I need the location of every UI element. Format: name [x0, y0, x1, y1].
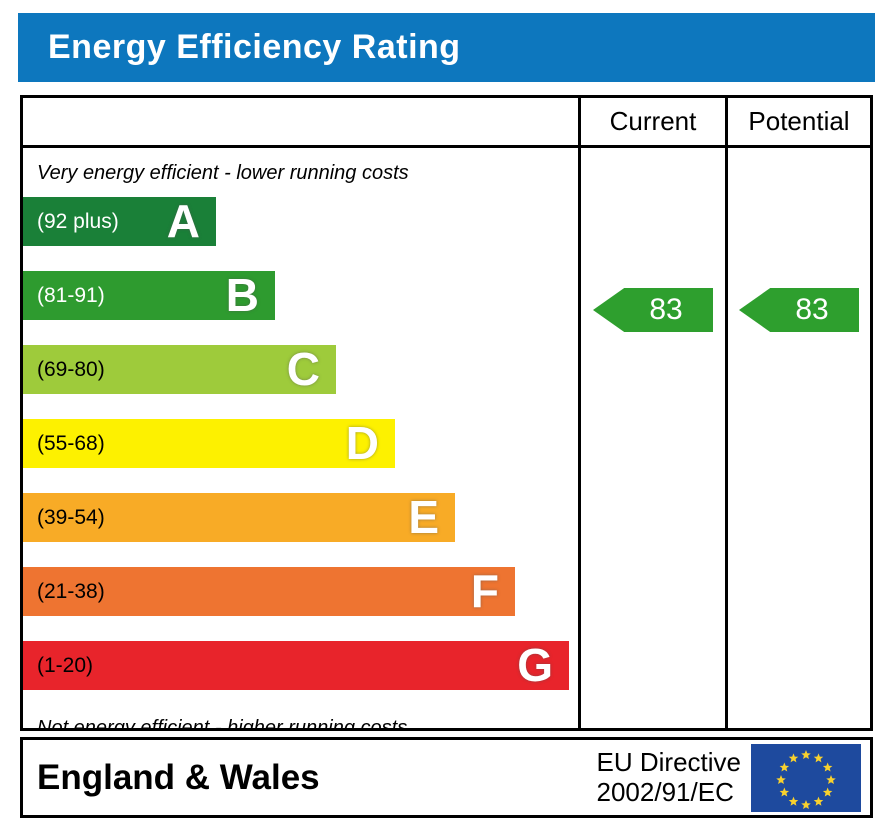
epc-chart: Current Potential Very energy efficient … — [20, 95, 873, 731]
eu-flag-icon — [751, 743, 861, 812]
bottom-note: Not energy efficient - higher running co… — [37, 717, 408, 728]
band-d: (55-68) D — [23, 419, 395, 468]
band-d-range: (55-68) — [37, 431, 105, 455]
band-c-range: (69-80) — [37, 357, 105, 381]
band-c: (69-80) C — [23, 345, 336, 394]
potential-rating-arrow: 83 — [739, 288, 859, 332]
band-e-letter: E — [408, 491, 439, 543]
band-f: (21-38) F — [23, 567, 515, 616]
band-a: (92 plus) A — [23, 197, 216, 246]
band-g-letter: G — [517, 639, 553, 691]
potential-rating-value: 83 — [795, 293, 829, 326]
title-bar: Energy Efficiency Rating — [18, 13, 875, 82]
band-g-range: (1-20) — [37, 653, 94, 677]
page-title: Energy Efficiency Rating — [48, 28, 461, 66]
band-f-letter: F — [470, 565, 499, 617]
header-spacer — [23, 98, 578, 148]
band-a-range: (92 plus) — [37, 209, 119, 233]
eu-directive-line2: 2002/91/EC — [596, 776, 734, 807]
band-e-range: (39-54) — [37, 505, 105, 529]
band-b-letter: B — [225, 269, 259, 321]
current-rating-cell: 83 — [578, 148, 725, 728]
potential-rating-cell: 83 — [725, 148, 870, 728]
band-f-range: (21-38) — [37, 579, 105, 603]
eu-directive-line1: EU Directive — [596, 746, 741, 777]
bands-area: Very energy efficient - lower running co… — [23, 148, 578, 728]
band-c-letter: C — [286, 343, 320, 395]
region-label: England & Wales — [37, 757, 320, 797]
band-g: (1-20) G — [23, 641, 569, 690]
band-a-letter: A — [166, 195, 200, 247]
current-column-header: Current — [578, 98, 725, 148]
current-rating-arrow: 83 — [593, 288, 713, 332]
top-note: Very energy efficient - lower running co… — [37, 162, 409, 184]
potential-column-header: Potential — [725, 98, 870, 148]
footer: England & Wales EU Directive 2002/91/EC — [20, 737, 873, 818]
eu-directive-label: EU Directive 2002/91/EC — [596, 746, 741, 808]
band-d-letter: D — [345, 417, 379, 469]
band-b: (81-91) B — [23, 271, 275, 320]
band-e: (39-54) E — [23, 493, 455, 542]
band-b-range: (81-91) — [37, 283, 105, 307]
current-rating-value: 83 — [649, 293, 683, 326]
